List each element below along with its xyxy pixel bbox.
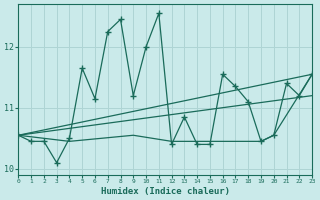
X-axis label: Humidex (Indice chaleur): Humidex (Indice chaleur): [101, 187, 230, 196]
